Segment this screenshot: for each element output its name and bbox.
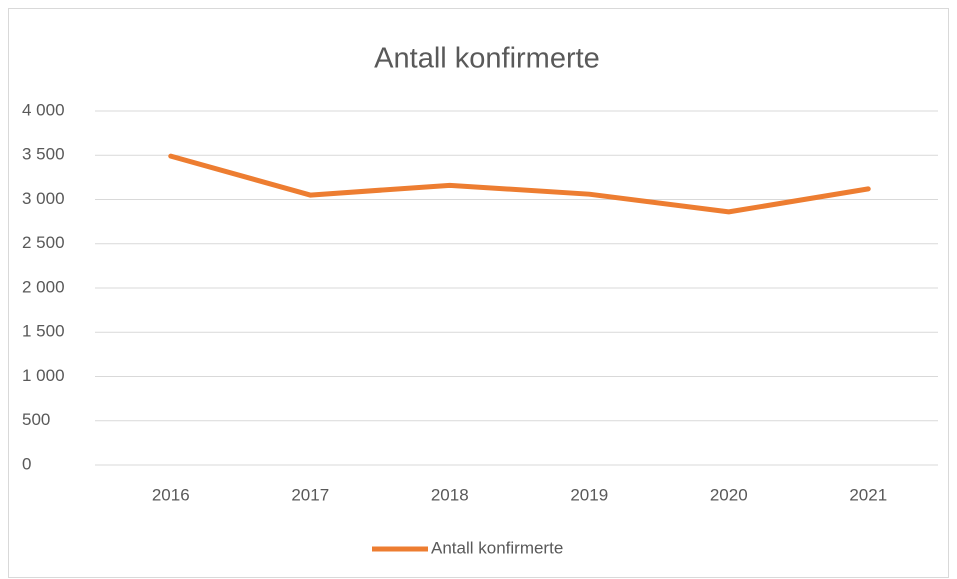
x-tick-label: 2017 (291, 485, 329, 504)
legend-label: Antall konfirmerte (431, 538, 563, 557)
x-tick-label: 2021 (849, 485, 887, 504)
chart-border (8, 8, 949, 578)
x-tick-label: 2016 (152, 485, 190, 504)
y-tick-label: 0 (22, 454, 31, 473)
x-tick-label: 2018 (431, 485, 469, 504)
y-tick-label: 1 500 (22, 322, 65, 341)
x-tick-label: 2020 (710, 485, 748, 504)
y-tick-label: 2 000 (22, 277, 65, 296)
y-tick-label: 3 000 (22, 189, 65, 208)
y-tick-label: 4 000 (22, 100, 65, 119)
chart-title: Antall konfirmerte (374, 43, 600, 75)
y-tick-label: 500 (22, 410, 50, 429)
x-tick-label: 2019 (570, 485, 608, 504)
y-tick-label: 3 500 (22, 145, 65, 164)
data-line (168, 153, 871, 215)
y-tick-label: 1 000 (22, 366, 65, 385)
y-tick-label: 2 500 (22, 233, 65, 252)
